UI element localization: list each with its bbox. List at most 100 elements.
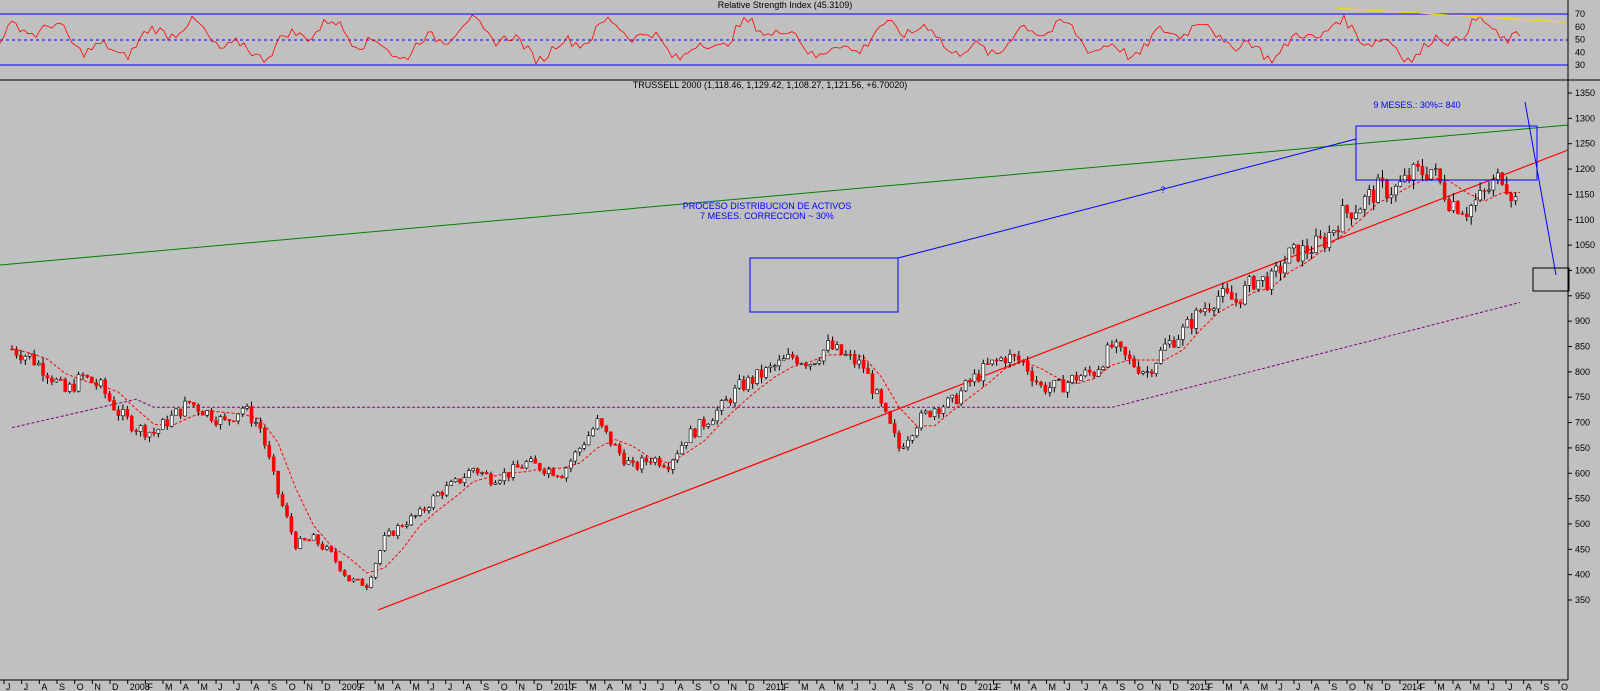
rsi-tick-label: 40: [1575, 47, 1585, 57]
candle-body: [285, 505, 289, 517]
candle-body: [1287, 247, 1292, 264]
candle-body: [209, 410, 214, 421]
price-tick-label: 1100: [1575, 215, 1594, 225]
candle-body: [1389, 194, 1394, 199]
candle-body: [245, 406, 249, 409]
time-tick-label: A: [253, 682, 259, 691]
candle-body: [1012, 354, 1017, 357]
time-tick-label: N: [943, 682, 950, 691]
candle-body: [1203, 308, 1207, 313]
candle-body: [1314, 235, 1318, 253]
candle-body: [1362, 196, 1367, 210]
candle-body: [1252, 276, 1256, 290]
candle-body: [1003, 357, 1008, 363]
price-tick-label: 450: [1575, 544, 1590, 554]
candle-body: [1345, 205, 1349, 214]
candle-body: [870, 373, 875, 394]
candle-body: [1349, 212, 1354, 219]
candle-body: [888, 411, 892, 424]
time-tick-label: M: [412, 682, 420, 691]
time-tick-label: 2013: [1190, 682, 1210, 691]
time-tick-label: A: [41, 682, 47, 691]
candle-body: [183, 400, 187, 417]
candle-body: [804, 363, 808, 367]
candle-body: [1216, 295, 1221, 310]
price-tick-label: 700: [1575, 418, 1590, 428]
candle-body: [192, 402, 196, 406]
candle-body: [294, 531, 298, 549]
candle-body: [418, 508, 422, 516]
candle-body: [702, 419, 706, 427]
distribution-box-2014: [1355, 125, 1538, 181]
candle-body: [178, 408, 183, 417]
candle-body: [23, 355, 28, 361]
candle-body: [214, 420, 218, 425]
candle-body: [320, 543, 325, 550]
candle-body: [1025, 360, 1030, 372]
candle-body: [835, 344, 839, 350]
candle-body: [640, 457, 644, 470]
time-tick-label: A: [677, 682, 683, 691]
candle-body: [901, 446, 906, 449]
candle-body: [608, 431, 613, 445]
target-box: [1532, 267, 1570, 292]
candle-body: [1482, 190, 1487, 192]
candle-body: [586, 435, 591, 446]
candle-body: [790, 354, 795, 358]
time-tick-label: A: [183, 682, 189, 691]
time-tick-label: S: [695, 682, 701, 691]
candle-body: [1447, 199, 1451, 211]
candle-body: [387, 530, 391, 536]
candle-body: [298, 538, 303, 549]
candle-body: [848, 354, 853, 356]
candle-body: [382, 535, 387, 551]
candle-body: [231, 420, 236, 423]
time-tick-label: S: [1543, 682, 1549, 691]
candle-body: [1176, 339, 1181, 348]
candle-body: [684, 442, 688, 446]
time-tick-label: M: [1437, 682, 1445, 691]
candle-body: [1394, 185, 1398, 196]
candle-body: [1283, 262, 1287, 274]
candle-body: [928, 410, 932, 417]
candle-body: [826, 340, 830, 351]
candle-body: [1478, 190, 1482, 201]
time-tick-label: J: [1278, 682, 1283, 691]
time-tick-label: S: [59, 682, 65, 691]
candle-body: [817, 360, 822, 364]
candle-body: [963, 380, 968, 392]
annotation-question: ?: [1160, 185, 1165, 195]
candle-body: [161, 419, 165, 430]
candle-body: [58, 378, 63, 381]
time-tick-label: F: [784, 682, 790, 691]
candle-body: [1336, 230, 1340, 233]
distribution-box-2011: [749, 257, 899, 313]
rsi-panel: Relative Strength Index (45.3109) 70 60 50…: [0, 0, 1585, 70]
candle-body: [613, 444, 618, 446]
candle-body: [1061, 379, 1065, 393]
candle-body: [1500, 172, 1505, 185]
candle-body: [768, 365, 773, 368]
candle-body: [409, 515, 413, 526]
candle-body: [844, 354, 848, 356]
candle-body: [1371, 189, 1376, 203]
price-tick-label: 800: [1575, 367, 1590, 377]
candle-body: [560, 476, 564, 479]
candle-body: [378, 550, 382, 564]
candle-body: [959, 390, 963, 405]
time-tick-label: 2010: [554, 682, 574, 691]
candle-body: [666, 466, 671, 470]
candle-body: [746, 376, 751, 390]
candle-body: [622, 452, 626, 465]
candle-body: [365, 585, 369, 588]
price-title: TRUSSELL 2000 (1,118.46, 1,129.42, 1,108…: [633, 80, 907, 90]
time-tick-label: S: [907, 682, 913, 691]
time-tick-label: N: [94, 682, 101, 691]
candle-body: [32, 353, 36, 366]
candle-body: [764, 367, 768, 378]
candle-body: [1496, 172, 1500, 180]
candle-body: [1420, 166, 1425, 176]
candle-body: [1305, 245, 1309, 254]
candle-body: [458, 478, 462, 483]
